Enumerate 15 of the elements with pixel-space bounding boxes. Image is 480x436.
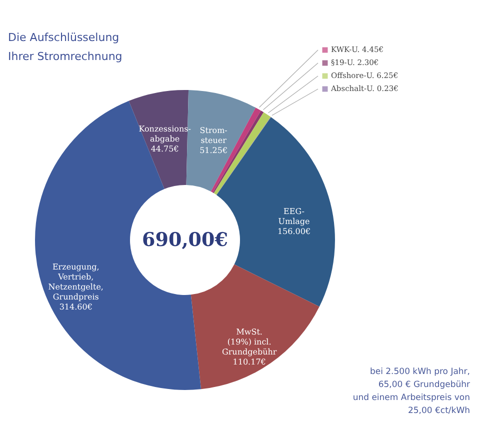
slice-label: Erzeugung, Vertrieb, Netzentgelte, Grundpreis: [48, 262, 104, 302]
data-label: 314.60€: [59, 302, 92, 312]
data-label: 156.00€: [277, 227, 311, 236]
text: bei 2.500 kWh pro Jahr, 65,00 € Grundgebühr und einem Arbeitspreis von 25,00 €ct/kWh: [352, 367, 471, 416]
data-label: 110.17€: [232, 357, 266, 366]
slice-label: Konzessions- abgabe: [138, 124, 192, 144]
chart-title: Die Aufschlüsselung Ihrer Stromrechnung: [8, 31, 122, 63]
donut-slice: [128, 90, 189, 190]
data-label: 51.25€: [200, 146, 228, 156]
slice-label: EEG- Umlage: [278, 207, 310, 226]
text: 690,00€: [142, 229, 228, 251]
donut-slice: [190, 264, 320, 390]
data-label: 44.75€: [150, 144, 179, 154]
slice-label: Strom- steuer: [200, 126, 228, 146]
slice-label: MwSt. (19%) incl. Grundgebühr: [222, 327, 277, 356]
